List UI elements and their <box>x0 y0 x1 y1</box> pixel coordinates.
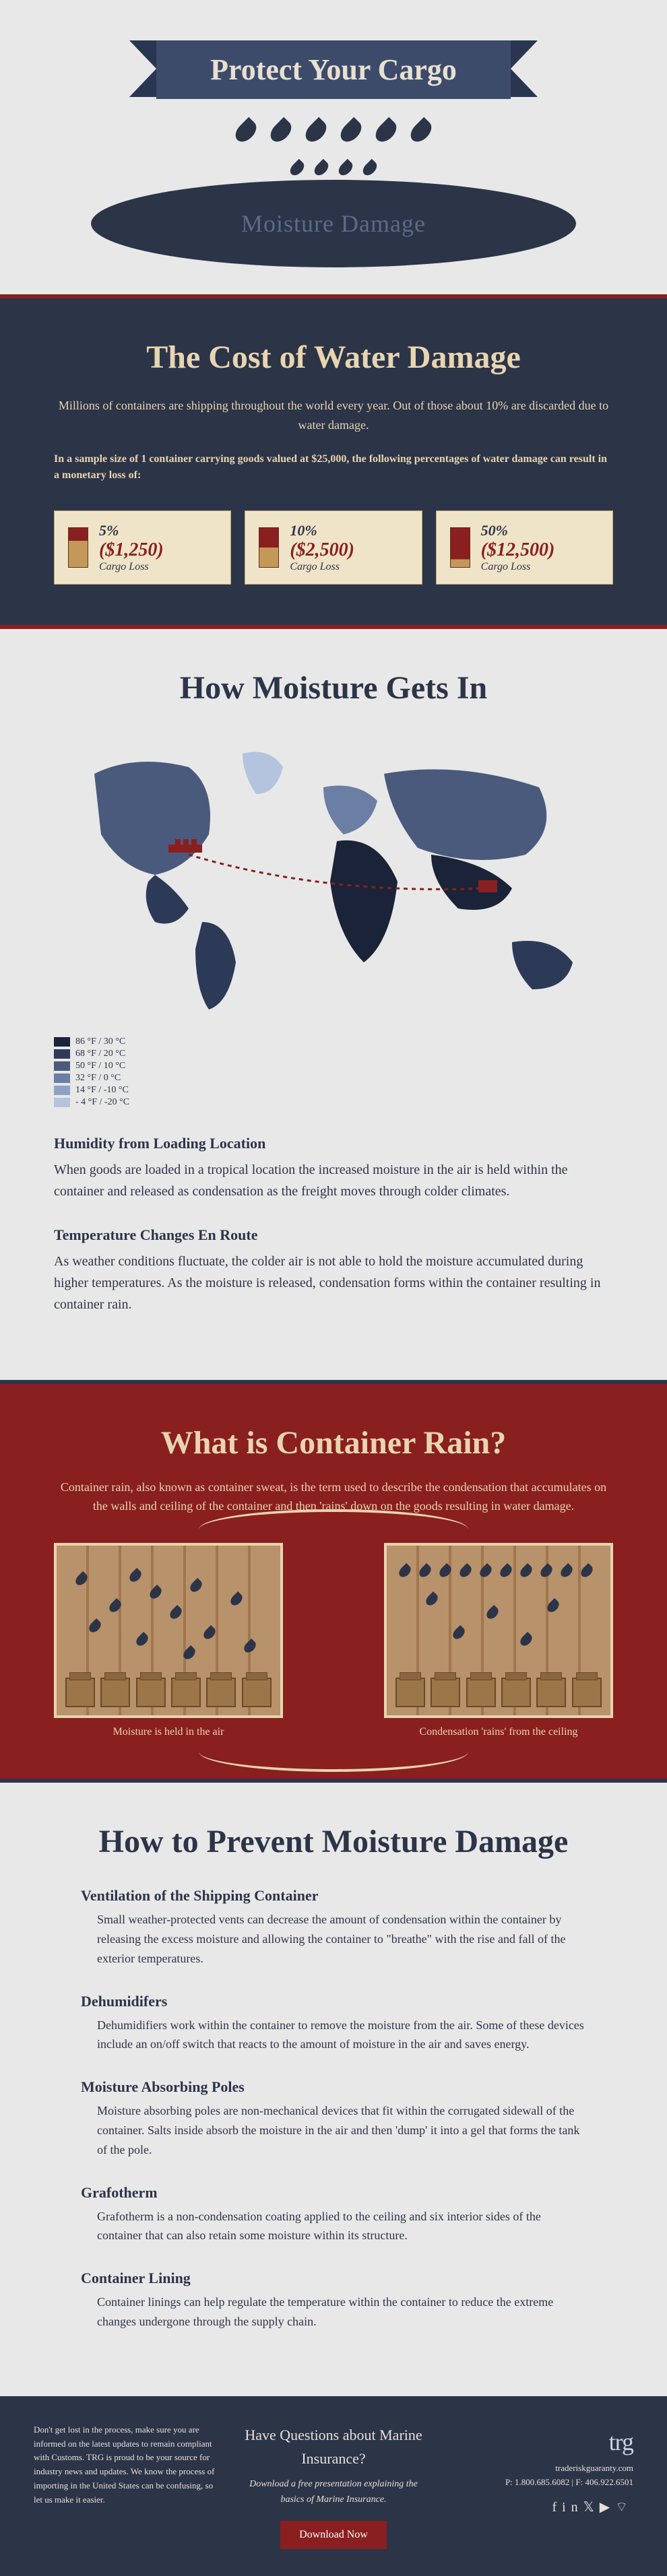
bar-icon <box>259 527 279 568</box>
legend-item: 68 °F / 20 °C <box>54 1049 613 1059</box>
legend-item: 86 °F / 30 °C <box>54 1036 613 1047</box>
prevent-item-body: Small weather-protected vents can decrea… <box>81 1910 586 1968</box>
rain-title: What is Container Rain? <box>54 1424 613 1461</box>
drops-decoration-small <box>0 160 667 180</box>
puddle-graphic: Moisture Damage <box>91 180 576 267</box>
para-body: As weather conditions fluctuate, the col… <box>54 1251 613 1315</box>
footer-mid: Have Questions about Marine Insurance? D… <box>243 2423 424 2549</box>
footer-question-title: Have Questions about Marine Insurance? <box>243 2423 424 2470</box>
para-title: Humidity from Loading Location <box>54 1135 613 1152</box>
prevent-item-body: Moisture absorbing poles are non-mechani… <box>81 2101 586 2159</box>
moisture-section: How Moisture Gets In <box>0 629 667 1380</box>
twitter-icon[interactable]: 𝕏 <box>583 2500 600 2515</box>
temperature-legend: 86 °F / 30 °C 68 °F / 20 °C 50 °F / 10 °… <box>54 1036 613 1108</box>
rain-intro: Container rain, also known as container … <box>54 1478 613 1517</box>
social-icons[interactable]: fin𝕏▶⌔ <box>451 2497 633 2518</box>
prevent-item-body: Dehumidifiers work within the container … <box>81 2016 586 2055</box>
legend-item: 32 °F / 0 °C <box>54 1073 613 1084</box>
container-diagram-left <box>54 1543 283 1718</box>
prevent-item: Grafotherm Grafotherm is a non-condensat… <box>81 2184 586 2246</box>
loss-amount: ($12,500) <box>481 539 599 561</box>
loss-card-10pct: 10% ($2,500) Cargo Loss <box>245 510 422 585</box>
legend-item: - 4 °F / -20 °C <box>54 1097 613 1108</box>
legend-item: 50 °F / 10 °C <box>54 1061 613 1071</box>
bar-icon <box>68 527 88 568</box>
trg-logo: trg <box>451 2423 633 2462</box>
diagram-caption-right: Condensation 'rains' from the ceiling <box>384 1726 613 1738</box>
loss-cards-row: 5% ($1,250) Cargo Loss 10% ($2,500) Carg… <box>54 510 613 585</box>
main-title: Protect Your Cargo <box>210 53 457 86</box>
cost-title: The Cost of Water Damage <box>54 339 613 376</box>
prevent-item: Moisture Absorbing Poles Moisture absorb… <box>81 2078 586 2159</box>
bar-icon <box>450 527 470 568</box>
linkedin-icon[interactable]: in <box>562 2500 583 2515</box>
footer-right: trg traderiskguaranty.com P: 1.800.685.6… <box>451 2423 633 2518</box>
loss-card-5pct: 5% ($1,250) Cargo Loss <box>54 510 231 585</box>
drops-decoration <box>0 119 667 147</box>
container-diagram-right <box>384 1543 613 1718</box>
header-section: Protect Your Cargo Moisture Damage <box>0 0 667 294</box>
prevent-item: Dehumidifers Dehumidifiers work within t… <box>81 1993 586 2055</box>
world-map-svg <box>54 733 613 1016</box>
footer-phone: P: 1.800.685.6082 | F: 406.922.6501 <box>451 2476 633 2490</box>
legend-item: 14 °F / -10 °C <box>54 1085 613 1096</box>
footer-question-sub: Download a free presentation explaining … <box>243 2477 424 2507</box>
cost-intro: Millions of containers are shipping thro… <box>54 396 613 435</box>
download-button[interactable]: Download Now <box>280 2521 387 2549</box>
rss-icon[interactable]: ⌔ <box>615 2500 633 2515</box>
loss-label: Cargo Loss <box>290 561 408 573</box>
facebook-icon[interactable]: f <box>552 2500 562 2515</box>
prevent-item-title: Container Lining <box>81 2270 586 2287</box>
loss-pct: 10% <box>290 522 408 539</box>
prevent-item-body: Grafotherm is a non-condensation coating… <box>81 2207 586 2246</box>
prevent-section-title: How to Prevent Moisture Damage <box>81 1823 586 1860</box>
loss-label: Cargo Loss <box>99 561 217 573</box>
loss-amount: ($2,500) <box>290 539 408 561</box>
footer-left-text: Don't get lost in the process, make sure… <box>34 2423 216 2507</box>
main-title-banner: Protect Your Cargo <box>156 40 511 99</box>
diagram-caption-left: Moisture is held in the air <box>54 1726 283 1738</box>
loss-pct: 5% <box>99 522 217 539</box>
loss-label: Cargo Loss <box>481 561 599 573</box>
prevent-item-title: Moisture Absorbing Poles <box>81 2078 586 2096</box>
world-map-graphic <box>54 733 613 1016</box>
prevent-item-title: Dehumidifers <box>81 1993 586 2010</box>
footer: Don't get lost in the process, make sure… <box>0 2396 667 2576</box>
rain-diagrams: Moisture is held in the air <box>54 1543 613 1738</box>
moisture-title: How Moisture Gets In <box>54 669 613 706</box>
prevent-item-title: Grafotherm <box>81 2184 586 2202</box>
container-rain-section: What is Container Rain? Container rain, … <box>0 1380 667 1783</box>
para-title: Temperature Changes En Route <box>54 1226 613 1244</box>
prevent-item-body: Container linings can help regulate the … <box>81 2292 586 2332</box>
footer-site: traderiskguaranty.com <box>451 2462 633 2476</box>
prevent-item: Ventilation of the Shipping Container Sm… <box>81 1887 586 1968</box>
loss-card-50pct: 50% ($12,500) Cargo Loss <box>436 510 613 585</box>
prevent-item: Container Lining Container linings can h… <box>81 2270 586 2332</box>
loss-amount: ($1,250) <box>99 539 217 561</box>
prevent-item-title: Ventilation of the Shipping Container <box>81 1887 586 1905</box>
prevent-section: How to Prevent Moisture Damage Ventilati… <box>0 1783 667 2396</box>
youtube-icon[interactable]: ▶ <box>600 2500 615 2515</box>
para-body: When goods are loaded in a tropical loca… <box>54 1159 613 1202</box>
cost-section: The Cost of Water Damage Millions of con… <box>0 294 667 629</box>
loss-pct: 50% <box>481 522 599 539</box>
cost-sample-text: In a sample size of 1 container carrying… <box>54 451 613 484</box>
subtitle: Moisture Damage <box>241 209 426 238</box>
